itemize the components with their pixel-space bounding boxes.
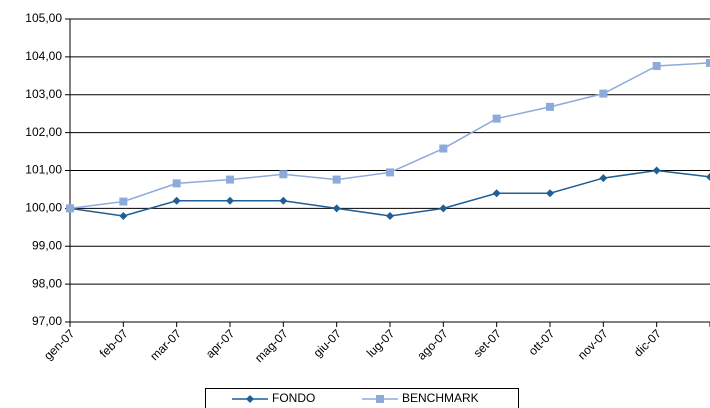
x-tick-label: gen-07 <box>41 326 78 363</box>
y-tick-label: 101,00 <box>25 163 62 177</box>
marker <box>706 58 710 67</box>
x-tick-label: giu-07 <box>311 326 345 360</box>
marker <box>332 175 341 184</box>
marker <box>226 196 234 205</box>
legend-label: FONDO <box>272 391 315 405</box>
x-tick-label: ago-07 <box>414 326 451 363</box>
y-tick-label: 97,00 <box>32 314 62 328</box>
marker <box>119 211 128 220</box>
x-tick-label: nov-07 <box>575 326 611 362</box>
x-tick-label: set-07 <box>471 326 505 360</box>
marker <box>119 197 128 206</box>
marker <box>706 172 710 181</box>
marker <box>492 114 501 123</box>
y-tick-label: 98,00 <box>32 276 62 290</box>
x-tick-label: feb-07 <box>97 326 131 360</box>
marker <box>652 61 661 70</box>
marker <box>599 174 608 183</box>
marker <box>439 144 448 153</box>
x-tick-label: lug-07 <box>364 326 398 360</box>
legend-label: BENCHMARK <box>402 391 479 405</box>
marker <box>439 204 448 213</box>
y-tick-label: 100,00 <box>25 201 62 215</box>
y-tick-label: 104,00 <box>25 49 62 63</box>
marker <box>66 204 74 213</box>
y-tick-label: 105,00 <box>25 11 62 25</box>
marker <box>546 102 554 111</box>
marker <box>376 395 384 403</box>
marker <box>492 189 501 198</box>
series-line <box>69 62 710 210</box>
y-tick-label: 103,00 <box>25 87 62 101</box>
marker <box>386 168 394 177</box>
y-tick-label: 99,00 <box>32 238 62 252</box>
marker <box>172 196 181 205</box>
series-line <box>69 169 710 217</box>
x-tick-label: ott-07 <box>526 326 558 358</box>
x-tick-label: mag-07 <box>252 326 291 365</box>
marker <box>546 189 554 198</box>
x-tick-label: apr-07 <box>203 326 238 361</box>
y-tick-label: 102,00 <box>25 125 62 139</box>
marker <box>599 89 608 98</box>
marker <box>279 170 288 179</box>
marker <box>246 395 254 403</box>
marker <box>226 175 234 184</box>
x-tick-label: mar-07 <box>147 326 184 363</box>
marker <box>172 179 181 188</box>
marker <box>332 204 341 213</box>
marker <box>279 196 288 205</box>
marker <box>652 166 661 175</box>
marker <box>386 211 394 220</box>
x-tick-label: dic-07 <box>631 326 664 359</box>
legend: FONDO BENCHMARK <box>205 388 519 408</box>
